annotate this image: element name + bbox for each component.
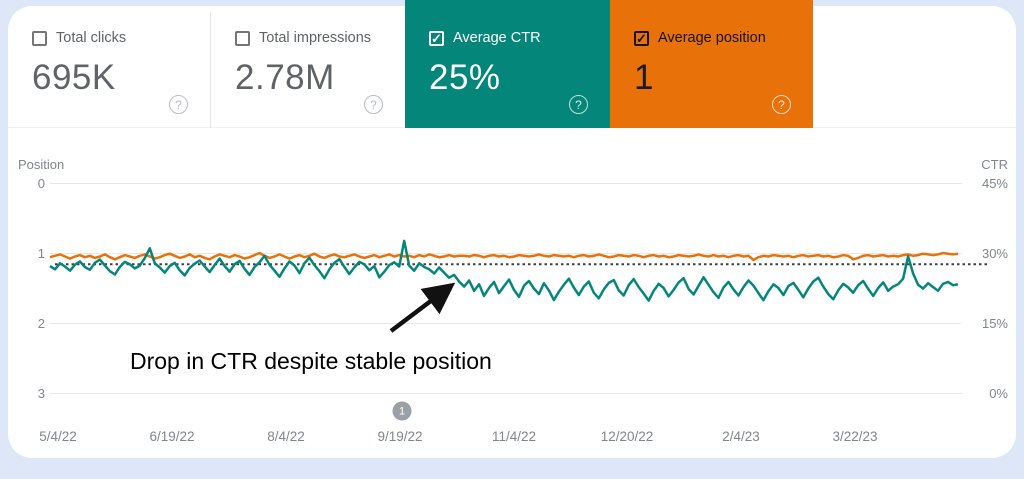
right-axis-title: CTR [981, 157, 1008, 172]
average-ctr-checkbox[interactable]: ✓ [429, 30, 444, 46]
total-impressions-label: Total impressions [259, 30, 372, 46]
right-tick: 30% [981, 246, 1008, 261]
x-tick-date: 5/4/22 [39, 429, 77, 444]
help-icon[interactable]: ? [569, 95, 588, 114]
left-tick: 3 [37, 386, 45, 401]
right-tick: 45% [981, 176, 1008, 191]
gridline [50, 393, 962, 394]
average-position-label: Average position [658, 30, 766, 46]
x-tick-date: 9/19/22 [377, 429, 423, 444]
search-update-marker[interactable]: 1 [392, 401, 412, 421]
x-tick-date: 2/4/23 [722, 429, 760, 444]
left-axis-title: Position [18, 157, 65, 172]
total-impressions-checkbox[interactable] [235, 30, 250, 46]
total-impressions-value: 2.78M [235, 58, 335, 97]
total-clicks-value: 695K [32, 58, 116, 97]
x-tick-date: 3/22/23 [832, 429, 878, 444]
average-ctr-label: Average CTR [453, 30, 541, 46]
left-tick: 0 [37, 176, 45, 191]
help-icon[interactable]: ? [364, 95, 383, 114]
left-tick: 2 [37, 316, 45, 331]
average-position-value: 1 [634, 58, 654, 97]
metric-card-total-clicks[interactable]: Total clicks 695K ? [8, 6, 210, 128]
metric-card-total-impressions[interactable]: Total impressions 2.78M ? [211, 6, 405, 128]
help-icon[interactable]: ? [772, 95, 791, 114]
help-icon[interactable]: ? [169, 95, 188, 114]
average-ctr-value: 25% [429, 58, 501, 97]
metric-card-average-position[interactable]: ✓ Average position 1 ? [610, 0, 813, 128]
metrics-row: Total clicks 695K ? Total impressions 2.… [8, 0, 1016, 128]
right-tick: 15% [981, 316, 1008, 331]
x-tick-date: 6/19/22 [149, 429, 195, 444]
x-tick-date: 12/20/22 [600, 429, 654, 444]
gridline [50, 183, 962, 184]
left-tick: 1 [37, 246, 45, 261]
gridline [50, 253, 962, 254]
right-tick: 0% [989, 386, 1008, 401]
metric-card-average-ctr[interactable]: ✓ Average CTR 25% ? [405, 0, 610, 128]
annotation-text: Drop in CTR despite stable position [130, 348, 492, 374]
total-clicks-label: Total clicks [56, 30, 127, 46]
card-divider [210, 12, 211, 128]
x-tick-date: 11/4/22 [491, 429, 537, 444]
average-position-checkbox[interactable]: ✓ [634, 30, 649, 46]
total-clicks-checkbox[interactable] [32, 30, 47, 46]
x-tick-date: 8/4/22 [267, 429, 305, 444]
gridline [50, 323, 962, 324]
